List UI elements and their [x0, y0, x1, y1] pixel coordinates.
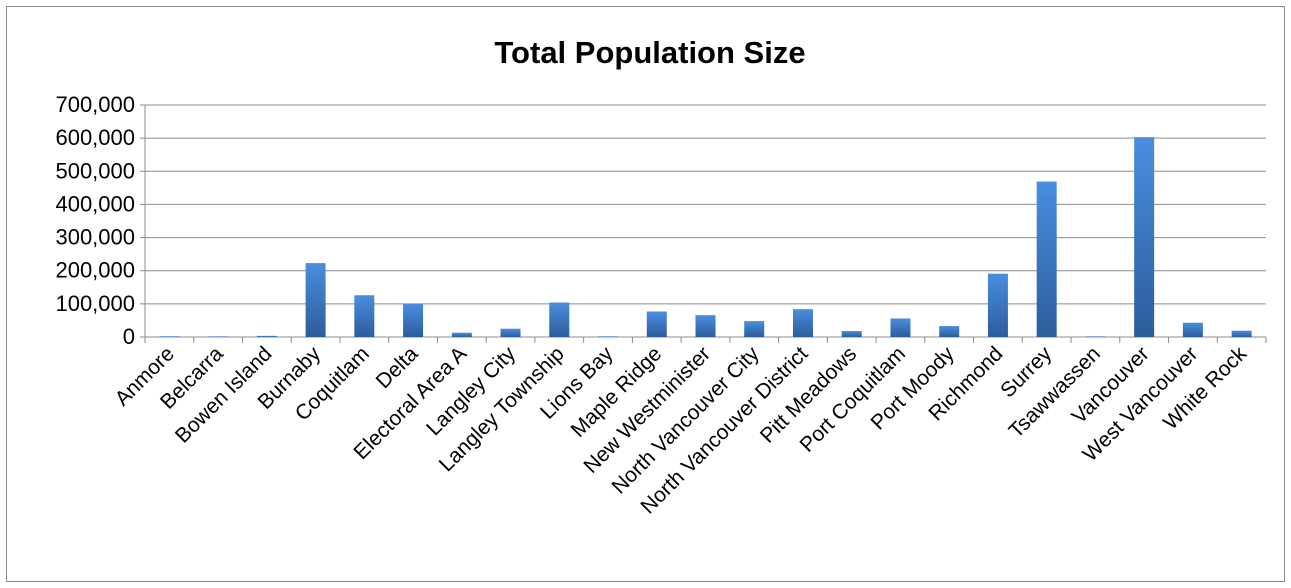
bar-bowen-island — [256, 335, 277, 337]
bar-tsawwassen — [1085, 336, 1106, 337]
bar-belcarra — [208, 336, 229, 337]
bar-langley-city — [500, 328, 521, 337]
y-tick-label: 100,000 — [55, 291, 135, 316]
y-tick-label: 300,000 — [55, 225, 135, 250]
bar-north-vancouver-city — [744, 321, 765, 337]
bar-white-rock — [1231, 330, 1252, 337]
bar-port-coquitlam — [890, 318, 911, 337]
bar-new-westminister — [695, 315, 716, 337]
chart-title: Total Population Size — [494, 35, 805, 70]
bar-electoral-area-a — [451, 332, 472, 337]
bar-burnaby — [305, 263, 326, 337]
bar-anmore — [159, 336, 180, 337]
bar-lions-bay — [598, 336, 619, 337]
y-tick-label: 500,000 — [55, 158, 135, 183]
bar-vancouver — [1134, 137, 1155, 337]
bar-west-vancouver — [1182, 322, 1203, 337]
bar-pitt-meadows — [841, 331, 862, 337]
bar-north-vancouver-district — [792, 309, 813, 337]
bar-surrey — [1036, 181, 1057, 337]
y-tick-label: 700,000 — [55, 92, 135, 117]
bar-maple-ridge — [646, 311, 667, 337]
bar-richmond — [987, 273, 1008, 337]
y-tick-label: 600,000 — [55, 125, 135, 150]
y-tick-label: 0 — [123, 324, 135, 349]
bar-port-moody — [939, 326, 960, 337]
y-tick-label: 400,000 — [55, 191, 135, 216]
bar-langley-township — [549, 302, 570, 337]
bar-coquitlam — [354, 295, 375, 337]
chart-frame — [6, 6, 1285, 582]
y-tick-label: 200,000 — [55, 258, 135, 283]
bar-delta — [403, 303, 424, 337]
